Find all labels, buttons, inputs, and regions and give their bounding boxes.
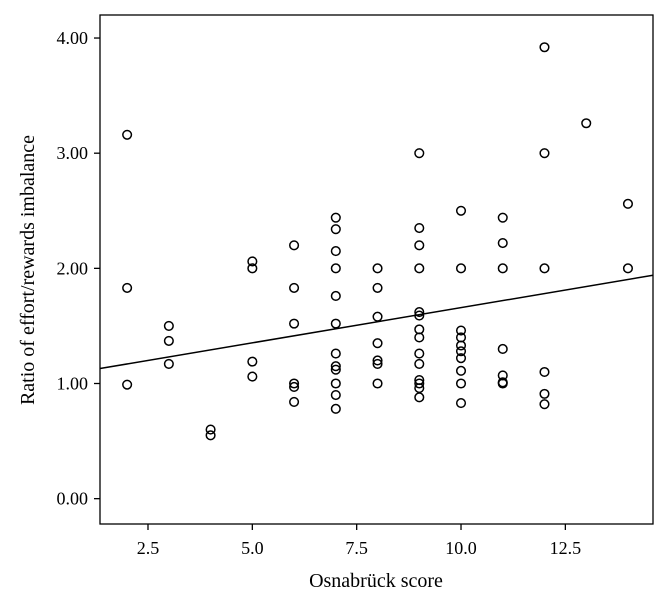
data-point xyxy=(455,346,467,357)
y-axis-ticks: 0.00 1.00 2.00 3.00 4.00 xyxy=(57,28,100,509)
y-tick-label: 1.00 xyxy=(57,374,89,394)
data-point xyxy=(414,348,425,359)
y-tick-label: 4.00 xyxy=(57,28,89,48)
data-point xyxy=(622,198,634,209)
data-point xyxy=(163,320,174,331)
data-point xyxy=(372,263,383,274)
data-point xyxy=(497,237,508,249)
data-point xyxy=(330,364,341,375)
data-point xyxy=(330,348,341,359)
data-point xyxy=(539,148,550,159)
data-point xyxy=(330,403,341,414)
data-point xyxy=(330,389,341,401)
data-point xyxy=(289,240,300,251)
x-tick-label: 5.0 xyxy=(241,538,264,558)
data-point xyxy=(372,311,383,322)
data-point xyxy=(414,378,425,389)
data-point xyxy=(414,310,425,321)
data-point xyxy=(581,118,592,129)
x-tick-label: 12.5 xyxy=(550,538,582,558)
data-point xyxy=(289,318,300,329)
data-point xyxy=(330,378,341,389)
data-point xyxy=(539,263,550,274)
data-point xyxy=(330,290,341,302)
data-point xyxy=(289,381,300,393)
data-point xyxy=(289,378,300,389)
data-point xyxy=(330,318,341,329)
data-points xyxy=(122,42,634,441)
y-tick-label: 0.00 xyxy=(57,489,89,509)
data-point xyxy=(247,356,258,367)
data-point xyxy=(372,338,383,349)
data-point xyxy=(330,361,341,372)
data-point xyxy=(372,378,383,389)
data-point xyxy=(247,371,258,382)
data-point xyxy=(414,263,425,274)
data-point xyxy=(414,392,425,403)
data-point xyxy=(289,282,300,293)
data-point xyxy=(122,282,133,293)
data-point xyxy=(539,388,550,399)
data-point xyxy=(330,212,341,223)
data-point xyxy=(539,42,550,53)
x-tick-label: 10.0 xyxy=(445,538,477,558)
data-point xyxy=(539,366,550,378)
data-point xyxy=(455,353,467,364)
data-point xyxy=(455,340,467,351)
data-point xyxy=(497,378,508,389)
data-point xyxy=(414,332,425,343)
y-tick-label: 3.00 xyxy=(57,143,89,163)
y-axis-label: Ratio of effort/rewards imbalance xyxy=(17,135,39,405)
data-point xyxy=(497,212,508,223)
data-point xyxy=(247,256,258,267)
x-tick-label: 2.5 xyxy=(137,538,160,558)
data-point xyxy=(372,282,383,293)
data-point xyxy=(414,148,425,159)
data-point xyxy=(205,430,216,441)
data-point xyxy=(372,358,383,369)
data-point xyxy=(455,263,467,274)
x-axis-ticks: 2.5 5.0 7.5 10.0 12.5 xyxy=(137,524,581,558)
data-point xyxy=(330,246,341,257)
regression-line xyxy=(99,274,654,370)
data-point xyxy=(455,365,467,376)
data-point xyxy=(622,263,634,274)
data-point xyxy=(122,129,133,140)
data-point xyxy=(205,424,216,435)
data-point xyxy=(497,343,508,355)
data-point xyxy=(289,396,300,407)
data-point xyxy=(455,325,467,336)
data-point xyxy=(414,358,425,369)
data-point xyxy=(455,398,467,409)
x-tick-label: 7.5 xyxy=(345,538,368,558)
y-tick-label: 2.00 xyxy=(57,258,89,278)
data-point xyxy=(497,263,508,274)
data-point xyxy=(122,379,133,390)
data-point xyxy=(330,263,341,274)
data-point xyxy=(163,335,174,346)
data-point xyxy=(414,307,425,318)
data-point xyxy=(414,324,425,335)
data-point xyxy=(163,358,174,369)
data-point xyxy=(372,355,383,366)
data-point xyxy=(247,263,258,274)
data-point xyxy=(414,222,425,234)
data-point xyxy=(455,205,467,216)
data-point xyxy=(414,240,425,251)
data-point xyxy=(455,378,467,389)
data-point xyxy=(539,399,550,410)
plot-frame xyxy=(99,14,654,525)
data-point xyxy=(330,224,341,235)
x-axis-label: Osnabrück score xyxy=(309,570,443,592)
